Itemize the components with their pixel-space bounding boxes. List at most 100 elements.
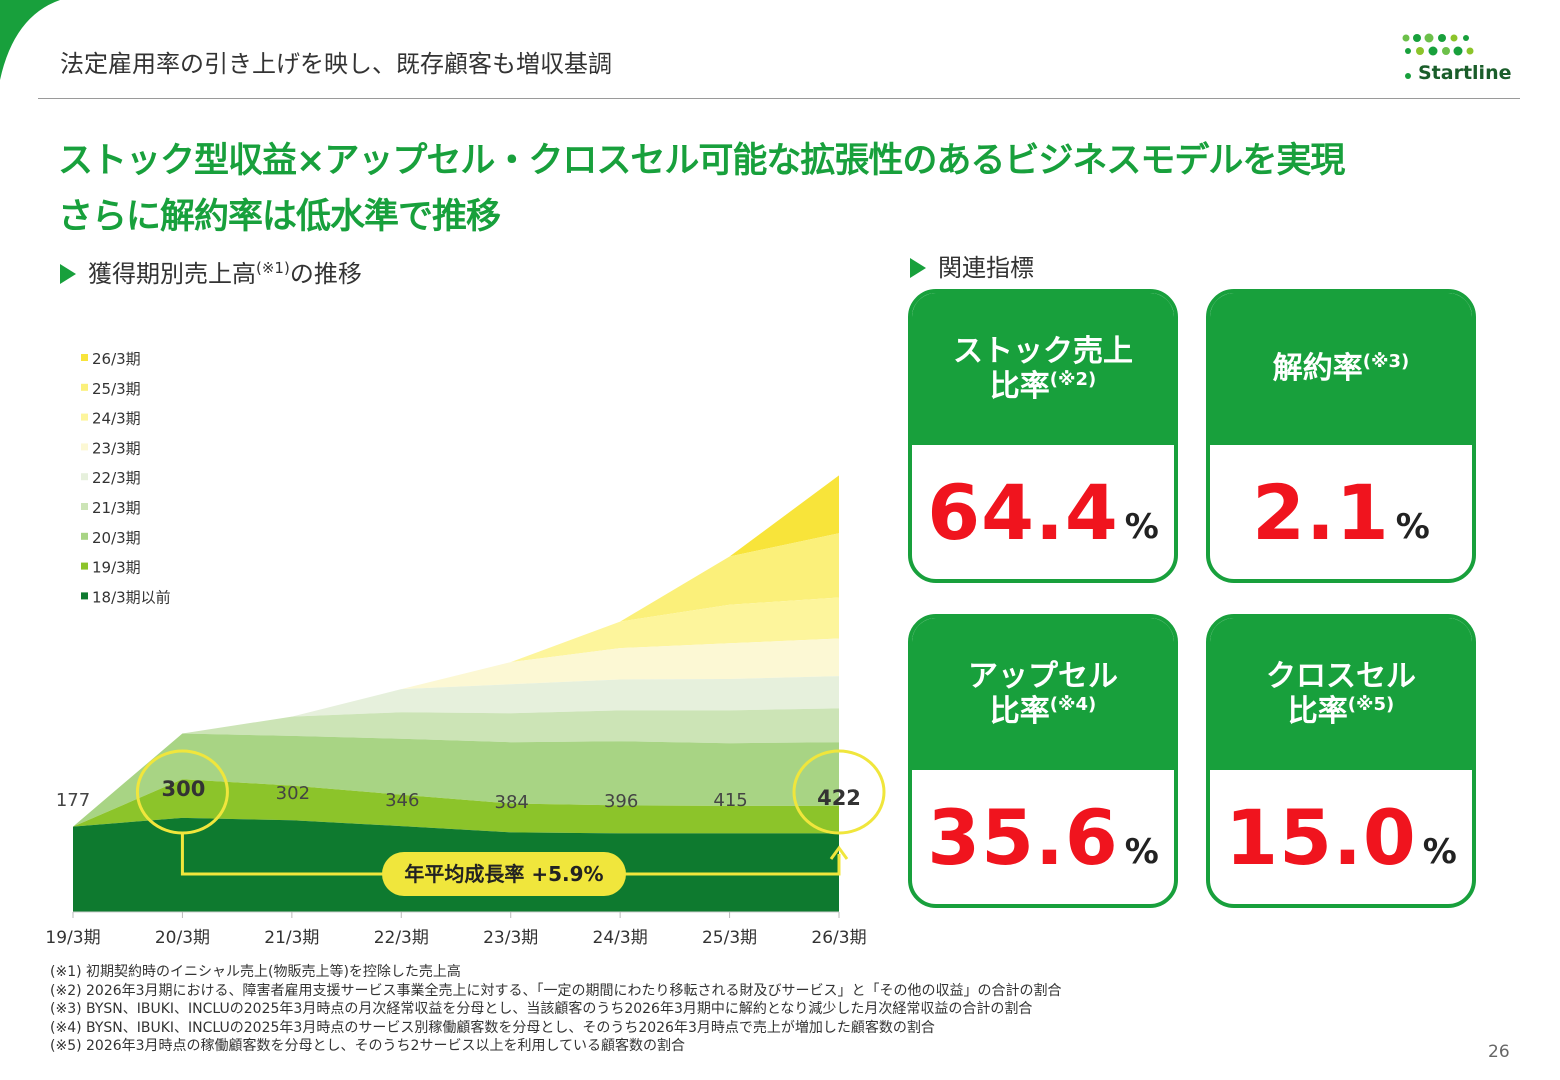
headline-line-2: さらに解約率は低水準で推移 [58, 197, 501, 237]
footnote-3: (※3) BYSN、IBUKI、INCLUの2025年3月時点の月次経常収益を分… [50, 1001, 1033, 1017]
chart-section-title-suffix: の推移 [289, 260, 362, 288]
chart-section-title-sup: (※1) [256, 259, 290, 277]
kpi-crosssell-sup: (※5) [1347, 694, 1395, 715]
legend-label: 22/3期 [92, 469, 141, 487]
logo-text: Startline [1418, 62, 1512, 84]
area-series-7 [620, 533, 839, 622]
chart-section-title: 獲得期別売上高(※1)の推移 [60, 254, 362, 289]
revenue-by-cohort-chart: 19/3期 20/3期 21/3期 22/3期 23/3期 24/3期 25/3期 26/3期… [45, 350, 886, 948]
kpi-card-upsell-header: アップセル 比率(※4) [912, 618, 1174, 770]
kpi-upsell-label-1: アップセル [968, 658, 1118, 694]
x-tick-label: 22/3期 [374, 928, 429, 948]
legend-swatch [81, 413, 88, 421]
data-label: 346 [385, 790, 419, 811]
data-label: 302 [276, 783, 310, 804]
data-label: 396 [604, 791, 638, 812]
kpi-card-crosssell: クロスセル 比率(※5) 15.0% [1206, 614, 1476, 908]
footnote-2: (※2) 2026年3月期における、障害者雇用支援サービス事業全売上に対する、「… [50, 982, 1062, 999]
legend-label: 18/3期以前 [92, 588, 171, 606]
kpi-section-title: 関連指標 [910, 248, 1034, 283]
area-series-1 [73, 779, 839, 834]
kpi-upsell-value: 35.6 [927, 792, 1119, 882]
x-tick-label: 26/3期 [811, 928, 866, 948]
footnote-4: (※4) BYSN、IBUKI、INCLUの2025年3月時点のサービス別稼働顧… [50, 1019, 935, 1036]
legend-swatch [81, 592, 88, 600]
footnote-5: (※5) 2026年3月時点の稼働顧客数を分母とし、そのうち2サービス以上を利用… [50, 1038, 686, 1054]
x-tick-label: 23/3期 [483, 928, 538, 948]
kpi-card-crosssell-body: 15.0% [1210, 770, 1472, 904]
highlight-circle [792, 749, 886, 835]
page-subtitle: 法定雇用率の引き上げを映し、既存顧客も増収基調 [60, 50, 612, 78]
kpi-stock-label-1: ストック売上 [953, 333, 1133, 369]
kpi-crosssell-value: 15.0 [1225, 792, 1417, 882]
legend-swatch [81, 354, 88, 361]
data-label: 300 [162, 777, 206, 801]
legend-swatch [81, 443, 88, 451]
data-label: 177 [56, 790, 90, 811]
legend-swatch [81, 532, 88, 540]
triangle-bullet-icon [60, 264, 76, 284]
chart-section-title-text: 獲得期別売上高 [88, 260, 256, 288]
kpi-card-upsell: アップセル 比率(※4) 35.6% [908, 614, 1178, 908]
cagr-badge [382, 852, 626, 896]
x-tick-label: 21/3期 [264, 928, 319, 948]
kpi-crosssell-unit: % [1422, 832, 1457, 872]
area-series-6 [510, 597, 839, 663]
area-series-8 [729, 475, 839, 557]
footnotes: (※1) 初期契約時のイニシャル売上(物販売上等)を控除した売上高 (※2) 2… [50, 963, 1062, 1056]
footnote-1: (※1) 初期契約時のイニシャル売上(物販売上等)を控除した売上高 [50, 964, 461, 980]
legend-label: 19/3期 [92, 559, 141, 577]
legend-swatch [81, 503, 88, 510]
kpi-card-churn-header: 解約率(※3) [1210, 293, 1472, 445]
area-series-3 [182, 708, 839, 744]
legend-label: 24/3期 [92, 410, 141, 428]
kpi-upsell-sup: (※4) [1049, 694, 1097, 715]
headline-line-1: ストック型収益×アップセル・クロスセル可能な拡張性のあるビジネスモデルを実現 [58, 141, 1345, 181]
kpi-crosssell-label-1: クロスセル [1266, 658, 1416, 694]
area-series-5 [401, 638, 839, 690]
legend-label: 25/3期 [92, 380, 141, 398]
area-series-2 [73, 733, 839, 827]
x-tick-label: 24/3期 [593, 928, 648, 948]
kpi-upsell-label-2: 比率 [989, 694, 1050, 729]
kpi-card-churn: 解約率(※3) 2.1% [1206, 289, 1476, 583]
kpi-card-stock-header: ストック売上 比率(※2) [912, 293, 1174, 445]
header-divider [38, 98, 1520, 99]
kpi-card-churn-body: 2.1% [1210, 445, 1472, 579]
cagr-arrow-icon [829, 845, 849, 860]
triangle-bullet-icon [910, 258, 926, 278]
kpi-churn-label-1: 解約率 [1272, 351, 1363, 387]
kpi-stock-value: 64.4 [927, 467, 1119, 557]
legend-swatch [81, 473, 88, 481]
kpi-section-title-text: 関連指標 [938, 254, 1034, 282]
legend-label: 23/3期 [92, 439, 141, 457]
data-label: 384 [495, 792, 529, 813]
kpi-churn-unit: % [1395, 507, 1430, 547]
kpi-crosssell-label-2: 比率 [1287, 694, 1348, 729]
kpi-upsell-unit: % [1124, 832, 1159, 872]
area-series-4 [291, 676, 839, 717]
highlight-circle [135, 749, 229, 835]
kpi-stock-sup: (※2) [1049, 369, 1097, 390]
legend-swatch [81, 562, 88, 570]
data-label: 422 [817, 786, 861, 810]
kpi-card-stock-body: 64.4% [912, 445, 1174, 579]
cagr-label: 年平均成長率 +5.9% [404, 862, 603, 886]
page-number: 26 [1488, 1042, 1510, 1062]
kpi-stock-label-2: 比率 [989, 369, 1050, 404]
kpi-card-crosssell-header: クロスセル 比率(※5) [1210, 618, 1472, 770]
x-tick-label: 19/3期 [45, 928, 100, 948]
corner-decoration [0, 0, 60, 80]
kpi-churn-value: 2.1 [1252, 467, 1390, 557]
kpi-stock-unit: % [1124, 507, 1159, 547]
startline-logo-icon [1402, 33, 1474, 79]
x-tick-label: 25/3期 [702, 928, 757, 948]
legend-swatch [81, 383, 88, 391]
kpi-churn-sup: (※3) [1362, 351, 1410, 373]
legend-label: 20/3期 [92, 529, 141, 547]
x-tick-label: 20/3期 [155, 928, 210, 948]
legend-label: 21/3期 [92, 499, 141, 517]
legend-label: 26/3期 [92, 350, 141, 368]
data-label: 415 [713, 790, 747, 811]
kpi-card-stock: ストック売上 比率(※2) 64.4% [908, 289, 1178, 583]
